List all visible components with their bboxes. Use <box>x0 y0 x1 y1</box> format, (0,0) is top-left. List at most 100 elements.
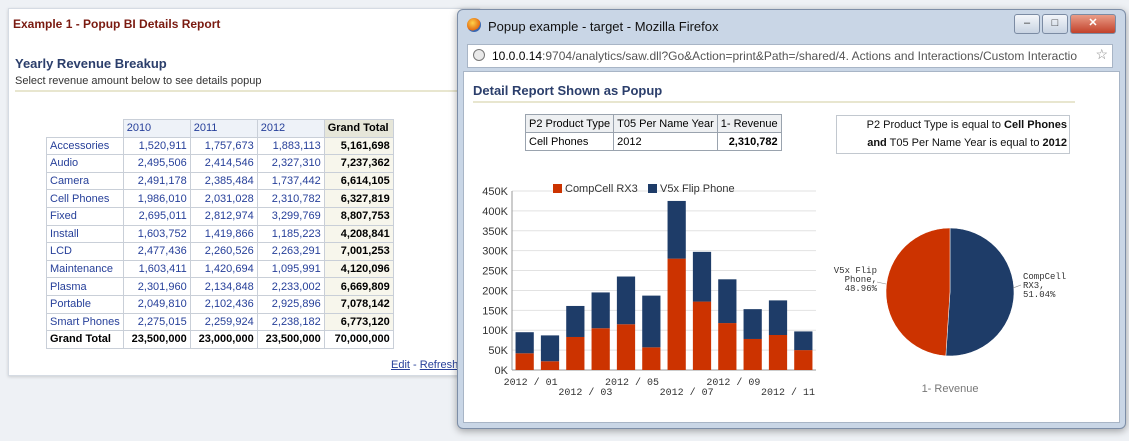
grand-total-cell: 23,500,000 <box>122 330 191 349</box>
globe-icon <box>473 49 485 61</box>
filter-summary: P2 Product Type is equal to Cell Phones … <box>836 115 1070 154</box>
row-total-cell: 5,161,698 <box>323 136 394 156</box>
window-titlebar[interactable]: Popup example - target - Mozilla Firefox… <box>458 10 1125 40</box>
row-label: Install <box>46 224 124 244</box>
filter-value: 2012 <box>1042 137 1067 149</box>
row-label: Portable <box>46 294 124 314</box>
revenue-cell[interactable]: 2,238,182 <box>256 312 325 332</box>
revenue-cell[interactable]: 2,275,015 <box>122 312 191 332</box>
bar-v5x-flip-phone <box>692 251 712 302</box>
bar-v5x-flip-phone <box>794 331 813 351</box>
bar-v5x-flip-phone <box>768 300 788 335</box>
grand-total-label: Grand Total <box>46 330 124 349</box>
revenue-cell[interactable]: 2,260,526 <box>189 242 258 261</box>
popup-title: Detail Report Shown as Popup <box>473 83 663 98</box>
maximize-button[interactable]: □ <box>1042 14 1068 34</box>
revenue-cell[interactable]: 2,477,436 <box>122 242 191 261</box>
table-row: Smart Phones 2,275,015 2,259,924 2,238,182 6… <box>46 312 394 332</box>
revenue-cell[interactable]: 2,812,974 <box>189 206 258 226</box>
filter-text: T05 Per Name Year is equal to <box>886 137 1043 149</box>
revenue-cell[interactable]: 1,737,442 <box>256 171 325 191</box>
bar-v5x-flip-phone <box>515 332 534 354</box>
revenue-cell[interactable]: 2,301,960 <box>122 277 191 296</box>
report-panel: Example 1 - Popup BI Details Report Year… <box>8 8 480 376</box>
table-row: Camera 2,491,178 2,385,484 1,737,442 6,614,1… <box>46 171 394 191</box>
revenue-cell[interactable]: 2,491,178 <box>122 171 191 191</box>
revenue-cell[interactable]: 1,603,752 <box>122 224 191 244</box>
revenue-cell[interactable]: 3,299,769 <box>256 206 325 226</box>
legend-label-v5x: V5x Flip Phone <box>660 183 735 195</box>
revenue-cell[interactable]: 1,420,694 <box>189 259 258 279</box>
x-tick-label: 2012 / 01 <box>504 377 558 389</box>
section-subtitle: Select revenue amount below to see detai… <box>15 75 262 87</box>
bar-compcell-rx3 <box>692 301 712 370</box>
revenue-cell[interactable]: 1,883,113 <box>256 136 325 156</box>
revenue-cell[interactable]: 2,310,782 <box>256 189 325 208</box>
filter-value: Cell Phones <box>1004 119 1067 131</box>
revenue-cell[interactable]: 1,757,673 <box>189 136 258 156</box>
revenue-cell[interactable]: 2,327,310 <box>256 154 325 173</box>
y-tick-label: 50K <box>488 345 508 357</box>
row-total-cell: 6,669,809 <box>323 277 394 296</box>
revenue-cell[interactable]: 2,031,028 <box>189 189 258 208</box>
table-row: LCD 2,477,436 2,260,526 2,263,291 7,001,253 <box>46 242 394 261</box>
url-path: :9704/analytics/saw.dll?Go&Action=print&… <box>542 49 1078 63</box>
revenue-cell[interactable]: 2,102,436 <box>189 294 258 314</box>
row-total-cell: 6,773,120 <box>323 312 394 332</box>
grand-total-cell: 23,000,000 <box>189 330 258 349</box>
bar-compcell-rx3 <box>718 323 737 370</box>
revenue-cell[interactable]: 1,520,911 <box>122 136 191 156</box>
revenue-cell[interactable]: 2,695,011 <box>122 206 191 226</box>
bookmark-star-icon[interactable]: ☆ <box>1095 46 1108 62</box>
row-total-cell: 7,001,253 <box>323 242 394 261</box>
y-tick-label: 0K <box>495 365 509 377</box>
revenue-cell[interactable]: 2,134,848 <box>189 277 258 296</box>
bar-compcell-rx3 <box>667 258 686 370</box>
row-total-cell: 7,237,362 <box>323 154 394 173</box>
pie-label-compcell-rx3: 51.04% <box>1023 290 1056 300</box>
row-total-cell: 6,327,819 <box>323 189 394 208</box>
filter-text: P2 Product Type is equal to <box>866 119 1005 131</box>
revenue-cell[interactable]: 2,263,291 <box>256 242 325 261</box>
bar-compcell-rx3 <box>515 353 534 370</box>
column-header: Grand Total <box>323 119 394 138</box>
bar-v5x-flip-phone <box>667 200 686 259</box>
pivot-header-row: 2010 2011 2012 Grand Total <box>47 119 394 138</box>
edit-link[interactable]: Edit <box>391 359 410 371</box>
revenue-cell[interactable]: 2,259,924 <box>189 312 258 332</box>
revenue-cell[interactable]: 2,233,002 <box>256 277 325 296</box>
revenue-cell[interactable]: 2,495,506 <box>122 154 191 173</box>
window-title: Popup example - target - Mozilla Firefox <box>488 19 719 34</box>
section-divider <box>15 90 475 92</box>
y-tick-label: 350K <box>482 226 508 238</box>
x-tick-label: 2012 / 11 <box>761 387 815 399</box>
revenue-cell[interactable]: 2,925,896 <box>256 294 325 314</box>
detail-header: T05 Per Name Year <box>613 114 718 133</box>
row-total-cell: 8,807,753 <box>323 206 394 226</box>
revenue-cell[interactable]: 1,419,866 <box>189 224 258 244</box>
bar-compcell-rx3 <box>743 338 762 370</box>
revenue-cell[interactable]: 2,414,546 <box>189 154 258 173</box>
y-tick-label: 400K <box>482 206 508 218</box>
x-tick-label: 2012 / 05 <box>605 377 659 389</box>
url-text[interactable]: 10.0.0.14:9704/analytics/saw.dll?Go&Acti… <box>492 49 1088 63</box>
pie-slice-compcell-rx3 <box>945 227 1015 357</box>
revenue-cell[interactable]: 2,049,810 <box>122 294 191 314</box>
revenue-cell[interactable]: 1,095,991 <box>256 259 325 279</box>
y-tick-label: 150K <box>482 305 508 317</box>
detail-cell: Cell Phones <box>524 132 615 151</box>
close-button[interactable]: ✕ <box>1070 14 1116 34</box>
refresh-link[interactable]: Refresh <box>419 359 459 371</box>
pie-leader-line <box>1012 284 1022 289</box>
minimize-button[interactable]: – <box>1014 14 1040 34</box>
revenue-cell[interactable]: 1,185,223 <box>256 224 325 244</box>
popup-content: Detail Report Shown as Popup P2 Product … <box>463 71 1120 423</box>
pie-slice-v5x-flip-phone <box>885 227 951 357</box>
y-tick-label: 250K <box>482 266 508 278</box>
revenue-cell[interactable]: 1,986,010 <box>122 189 191 208</box>
popup-divider <box>473 101 1075 103</box>
revenue-cell[interactable]: 2,385,484 <box>189 171 258 191</box>
revenue-cell[interactable]: 1,603,411 <box>122 259 191 279</box>
row-label: Cell Phones <box>46 189 124 208</box>
url-bar[interactable]: 10.0.0.14:9704/analytics/saw.dll?Go&Acti… <box>467 44 1113 68</box>
